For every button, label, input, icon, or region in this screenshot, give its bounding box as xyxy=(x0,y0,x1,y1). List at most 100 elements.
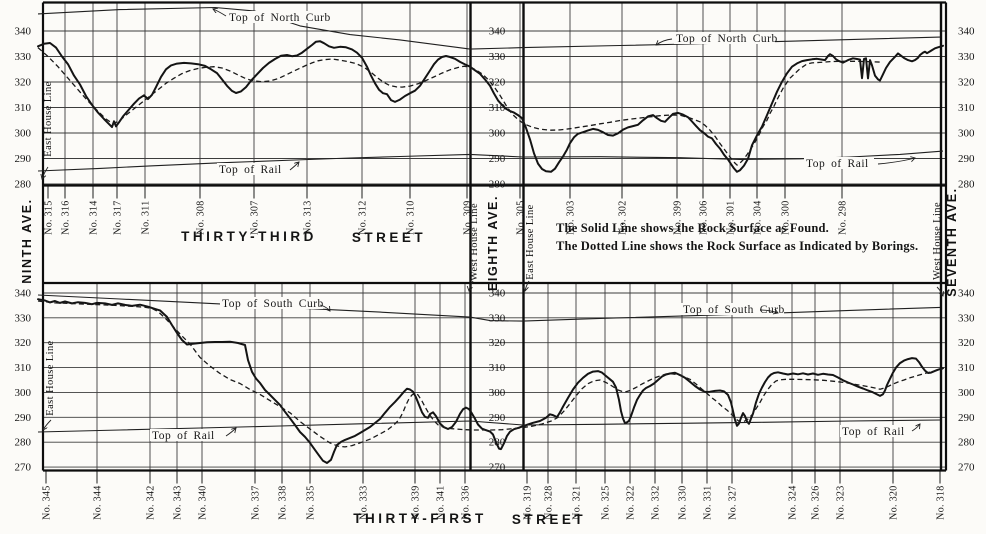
leader-arrow-east-house-line-bottom xyxy=(43,419,52,430)
label-east-house-line-eighth-ave: East House Line xyxy=(525,204,536,279)
street-title-thirty-first: THIRTY-FIRST xyxy=(353,511,487,526)
y-tick-label: 340 xyxy=(958,288,975,300)
y-tick-label: 290 xyxy=(15,412,32,424)
y-tick-label: 290 xyxy=(958,153,975,165)
label-backs xyxy=(150,11,910,441)
house-number-label: No. 323 xyxy=(836,486,847,520)
y-tick-label: 280 xyxy=(489,179,506,191)
label-east-house-line-top-panel: East House Line xyxy=(43,81,54,156)
house-number-label: No. 309 xyxy=(463,201,474,235)
house-number-label: No. 321 xyxy=(572,486,583,520)
y-tick-label: 270 xyxy=(958,462,975,474)
leader-arrow-rail-bottom-west xyxy=(225,428,236,437)
y-tick-label: 310 xyxy=(958,102,975,114)
house-number-label: No. 322 xyxy=(626,486,637,520)
y-tick-label: 300 xyxy=(958,387,975,399)
house-number-label: No. 324 xyxy=(788,486,799,520)
street-title-thirty-first-street-word: STREET xyxy=(512,512,586,527)
label-top-of-rail-top-east: Top of Rail xyxy=(806,158,869,170)
house-number-label: No. 340 xyxy=(198,486,209,520)
house-number-label: No. 328 xyxy=(544,486,555,520)
y-tick-label: 310 xyxy=(15,362,32,374)
y-tick-label: 340 xyxy=(958,26,975,38)
y-tick-label: 320 xyxy=(958,77,975,89)
y-tick-label: 320 xyxy=(489,337,506,349)
label-west-house-line-eighth-ave: West House Line xyxy=(469,203,480,281)
house-number-label: No. 341 xyxy=(436,486,447,520)
series-top-of-rail-bottom xyxy=(37,419,941,433)
leader-arrow-west-house-line-right xyxy=(936,286,943,296)
house-number-label: No. 316 xyxy=(61,201,72,235)
y-tick-label: 340 xyxy=(489,288,506,300)
y-tick-label: 290 xyxy=(958,412,975,424)
house-number-label: No. 399 xyxy=(673,201,684,235)
house-number-label: No. 318 xyxy=(936,486,947,520)
legend-dotted-line: The Dotted Line shows the Rock Surface a… xyxy=(556,239,918,253)
house-number-label: No. 325 xyxy=(601,486,612,520)
label-west-house-line-seventh-ave: West House Line xyxy=(932,202,943,280)
y-tick-label: 310 xyxy=(489,102,506,114)
street-title-thirty-third: THIRTY-THIRD xyxy=(181,229,317,244)
house-number-label: No. 344 xyxy=(93,486,104,520)
label-seventh-ave: SEVENTH AVE. xyxy=(945,187,959,297)
y-tick-label: 280 xyxy=(958,437,975,449)
leader-arrow-rail-top-west xyxy=(289,162,299,171)
house-number-label: No. 339 xyxy=(411,486,422,520)
house-number-label: No. 307 xyxy=(250,201,261,235)
house-number-label: No. 330 xyxy=(678,486,689,520)
label-back xyxy=(804,157,874,169)
house-number-label: No. 332 xyxy=(651,486,662,520)
label-back xyxy=(227,11,328,23)
label-east-house-line-bottom-panel: East House Line xyxy=(45,340,56,415)
house-number-label: No. 302 xyxy=(618,201,629,235)
y-tick-label: 300 xyxy=(489,387,506,399)
leader-arrows xyxy=(42,9,943,437)
y-tick-label: 340 xyxy=(15,26,32,38)
label-top-of-rail-bottom-west: Top of Rail xyxy=(152,430,215,442)
y-tick-label: 320 xyxy=(15,337,32,349)
label-top-of-south-curb-west: Top of South Curb xyxy=(222,298,324,310)
house-number-label: No. 336 xyxy=(461,486,472,520)
label-top-of-north-curb-east: Top of North Curb xyxy=(676,33,778,45)
label-back xyxy=(150,429,220,441)
y-tick-label: 280 xyxy=(489,437,506,449)
house-number-label: No. 313 xyxy=(303,201,314,235)
legend-solid-line: The Solid Line shows the Rock Surface as… xyxy=(556,221,829,235)
static-labels: Top of North Curb Top of North Curb Top … xyxy=(20,12,959,527)
y-tick-label: 290 xyxy=(15,153,32,165)
y-tick-label: 330 xyxy=(958,312,975,324)
house-number-label: No. 305 xyxy=(516,201,527,235)
y-tick-label: 300 xyxy=(15,128,32,140)
y-tick-label: 340 xyxy=(15,288,32,300)
leader-arrow-rail-bottom-east xyxy=(911,424,920,432)
house-number-label: No. 311 xyxy=(141,201,152,235)
y-tick-label: 270 xyxy=(489,462,506,474)
house-number-label: No. 317 xyxy=(113,201,124,235)
series-rock-surface-borings-bottom xyxy=(37,300,944,448)
y-tick-label: 330 xyxy=(958,51,975,63)
label-back xyxy=(840,425,910,437)
series-rock-surface-borings-top xyxy=(37,47,881,166)
y-tick-label: 330 xyxy=(15,51,32,63)
house-number-label: No. 298 xyxy=(838,201,849,235)
label-eighth-ave: EIGHTH AVE. xyxy=(486,195,500,291)
house-number-label: No. 326 xyxy=(811,486,822,520)
leader-arrow-north-curb-west xyxy=(213,9,227,17)
y-tick-label: 300 xyxy=(958,128,975,140)
label-ninth-ave: NINTH AVE. xyxy=(20,198,34,283)
y-tick-label: 310 xyxy=(489,362,506,374)
label-top-of-south-curb-east: Top of South Curb xyxy=(683,304,785,316)
tick-labels-layer: 340 340 340 330 330 330 320 320 320 310 310 310 300 3… xyxy=(15,26,976,520)
house-number-label: No. 301 xyxy=(726,201,737,235)
y-tick-label: 280 xyxy=(15,437,32,449)
y-tick-label: 290 xyxy=(489,153,506,165)
house-number-label: No. 304 xyxy=(753,201,764,235)
house-number-label: No. 314 xyxy=(89,201,100,235)
y-tick-label: 300 xyxy=(15,387,32,399)
leader-arrow-rail-top-east xyxy=(877,158,915,165)
series-rock-surface-found-top xyxy=(37,40,944,173)
house-number-label: No. 303 xyxy=(566,201,577,235)
house-number-label: No. 338 xyxy=(278,486,289,520)
